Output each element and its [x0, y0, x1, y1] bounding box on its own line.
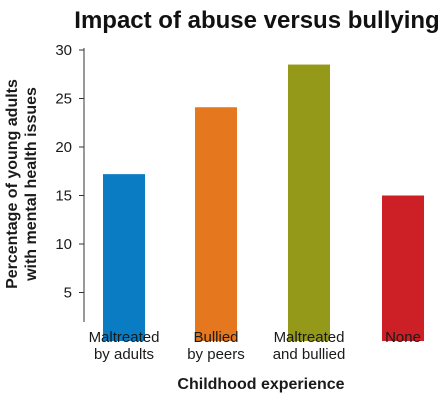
- y-axis-label: Percentage of young adults with mental h…: [4, 79, 40, 289]
- y-tick-label: 20: [55, 139, 72, 156]
- x-category-label: by adults: [94, 346, 154, 363]
- y-tick-label: 5: [64, 285, 72, 302]
- y-axis-label-line-1: Percentage of young adults: [4, 79, 21, 289]
- chart-title: Impact of abuse versus bullying: [74, 7, 439, 34]
- x-category-label: Bullied: [193, 329, 238, 346]
- bar: [195, 107, 237, 341]
- bar: [382, 195, 424, 341]
- x-category-label: Maltreated: [274, 329, 345, 346]
- bars: [103, 64, 424, 342]
- bar: [288, 64, 330, 342]
- x-category-label: by peers: [187, 346, 245, 363]
- x-category-label: and bullied: [273, 346, 346, 363]
- y-axis-label-line-2: with mental health issues: [23, 87, 40, 282]
- y-tick-label: 15: [55, 188, 72, 205]
- y-tick-label: 30: [55, 42, 72, 59]
- x-category-label: None: [385, 329, 421, 346]
- y-tick-label: 10: [55, 236, 72, 253]
- y-ticks: 5 10 15 20 25 30: [55, 42, 84, 302]
- y-tick-label: 25: [55, 91, 72, 108]
- bar: [103, 174, 145, 341]
- x-axis-label: Childhood experience: [177, 376, 344, 393]
- x-category-label: Maltreated: [89, 329, 160, 346]
